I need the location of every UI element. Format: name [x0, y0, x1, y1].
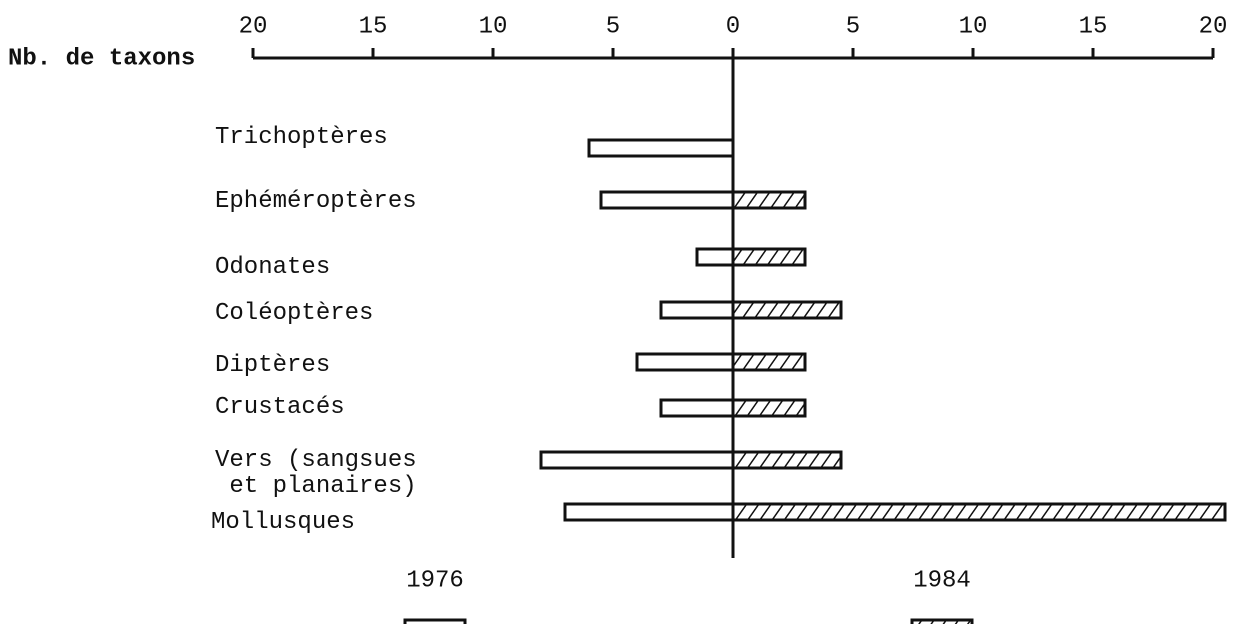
legend-swatch — [403, 618, 467, 624]
legend-swatch — [910, 618, 974, 624]
bar — [731, 502, 1227, 522]
x-tick-label: 5 — [606, 13, 620, 40]
axis-label: Nb. de taxons — [8, 45, 195, 72]
category-label: Odonates — [215, 254, 331, 281]
x-tick-label: 0 — [726, 13, 740, 40]
bar — [659, 300, 735, 320]
x-tick-label: 15 — [359, 13, 388, 40]
legend-label: 1976 — [406, 567, 464, 594]
bar — [731, 352, 807, 372]
category-label: Coléoptères — [215, 300, 374, 327]
category-label: Mollusques — [211, 509, 356, 536]
category-label: Trichoptères — [215, 124, 388, 151]
x-tick-label: 5 — [846, 13, 860, 40]
bar — [695, 247, 735, 267]
x-tick-label: 10 — [479, 13, 508, 40]
bar — [731, 190, 807, 210]
bar — [731, 450, 843, 470]
bar — [731, 398, 807, 418]
bar — [659, 398, 735, 418]
legend-label: 1984 — [913, 567, 971, 594]
x-tick-label: 15 — [1079, 13, 1108, 40]
category-label: Diptères — [215, 352, 331, 379]
bar — [731, 247, 807, 267]
bar — [587, 138, 735, 158]
category-label: Crustacés — [215, 394, 345, 421]
bar — [599, 190, 735, 210]
category-label: Ephéméroptères — [215, 188, 417, 215]
x-tick-label: 20 — [1199, 13, 1228, 40]
bar — [563, 502, 735, 522]
x-tick-label: 20 — [239, 13, 268, 40]
bar — [539, 450, 735, 470]
category-label: Vers (sangsues et planaires) — [215, 447, 417, 500]
bar — [635, 352, 735, 372]
bar — [731, 300, 843, 320]
x-tick-label: 10 — [959, 13, 988, 40]
